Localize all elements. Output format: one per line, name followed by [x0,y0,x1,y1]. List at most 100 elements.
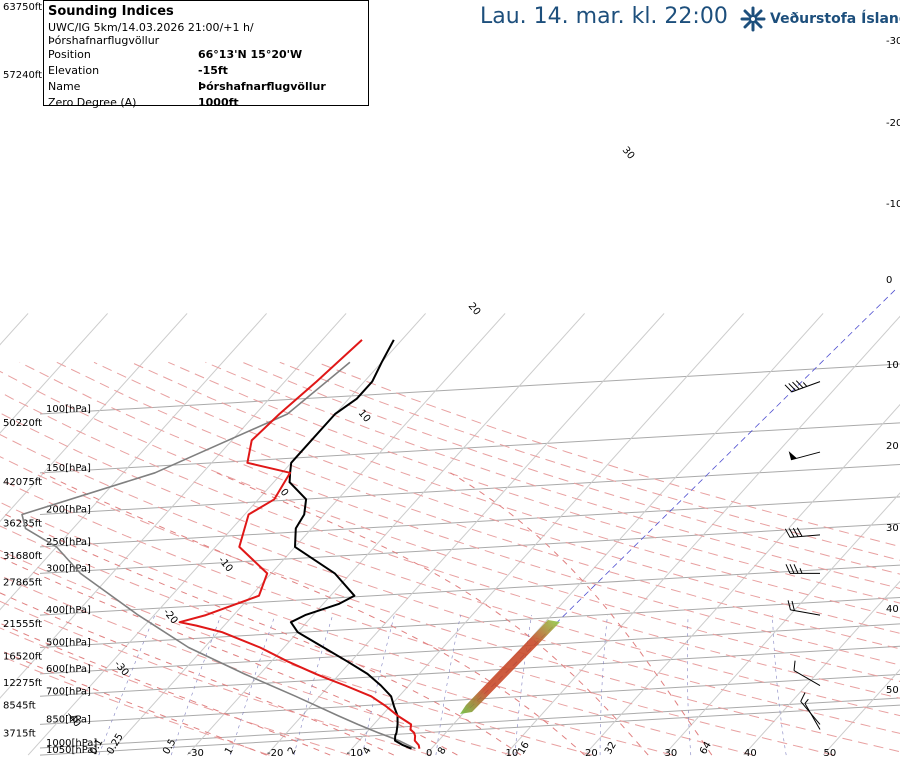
moist-adiabat-line [0,511,522,756]
mixing-ratio-line [687,615,692,756]
diagonal-temp-label: -10 [216,555,235,575]
right-temp-label: 50 [886,685,899,696]
dry-adiabat-line [0,391,900,699]
isobar-label: 850[hPa] [46,714,91,725]
axis-labels: 100[hPa] 50220ft 150[hPa] 42075ft 200[hPa] 36… [3,2,900,759]
dry-adiabat-line [316,361,900,548]
sounding-indices-panel: Sounding Indices UWC/IG 5km/14.03.2026 2… [43,0,369,109]
isobar-label: 1000[hPa] [46,738,97,749]
isotherm-label: 20 [585,748,598,759]
info-label: Elevation [48,64,100,77]
dry-adiabat-line [19,361,900,666]
right-temp-label: -10 [886,199,900,210]
dry-adiabat-line [0,627,351,756]
parcel-curve [21,361,416,750]
diagonal-temp-label: 0 [278,487,291,499]
wind-barb [804,698,821,730]
snowflake-logo-icon [740,6,766,32]
isotherm-label: -10 [347,748,363,759]
moist-adiabat-line [0,649,267,756]
mixing-ratio-line [98,614,156,756]
mixing-ratio-label: 0.25 [105,732,126,757]
isobar-line [39,704,900,756]
moist-adiabat-line [0,556,458,756]
info-value: 1000ft [198,96,239,109]
isotherm-label: -30 [188,748,204,759]
info-row-zero-degree: Zero Degree (A) 1000ft [48,95,364,111]
right-temp-label: 40 [886,604,899,615]
series [21,289,896,750]
isobar-line [39,564,900,616]
info-label: Name [48,80,81,93]
mixing-ratio-grid [98,614,787,756]
isobar-grid [39,363,900,756]
dry-adiabat-line [0,600,431,756]
wind-barbs [784,380,821,730]
dry-adiabat-line [130,361,900,619]
dry-adiabat-line [168,361,900,604]
dry-adiabat-line [279,361,900,561]
mixing-ratio-line [435,615,461,756]
right-temp-label: -20 [886,118,900,129]
height-label: 12275ft [3,678,42,689]
isobar-line [39,697,900,749]
mixing-ratio-label: 4 [361,745,374,756]
isotherm-line [0,313,108,434]
mixing-ratio-line [599,615,608,756]
isobar-label: 300[hPa] [46,563,91,574]
moist-adiabat-line [450,472,713,756]
diagonal-temp-label: 10 [356,408,373,425]
dewpoint-curve [288,339,412,750]
right-temp-label: 30 [886,523,899,534]
height-label: 36235ft [3,519,42,530]
dry-adiabat-line [56,361,900,650]
diagonal-temp-label: 30 [620,145,637,162]
isobar-line [39,464,900,516]
brand-name: Veðurstofa Íslands [770,11,900,27]
mixing-ratio-line [170,614,222,756]
height-label: 50220ft [3,418,42,429]
info-row-position: Position 66°13'N 15°20'W [48,47,364,63]
mixing-ratio-line [293,615,333,756]
wind-barb [787,600,821,616]
dry-adiabat-line [0,370,900,682]
moist-adiabat-grid [0,472,713,756]
isobar-label: 400[hPa] [46,605,91,616]
panel-title: Sounding Indices [48,4,174,19]
isobar-line [39,623,900,675]
right-temp-label: 20 [886,441,899,452]
mixing-ratio-line [772,615,787,756]
dry-adiabat-line [0,501,754,756]
dry-adiabat-line [0,412,900,717]
info-label: Zero Degree (A) [48,96,137,109]
isotherm-line [822,668,900,756]
isotherm-label: -20 [267,748,283,759]
isobar-label: 700[hPa] [46,686,91,697]
isotherm-label: 50 [824,748,837,759]
isotherm-grid [0,313,900,756]
isotherm-line [266,313,665,756]
diagonal-temp-label: 20 [466,301,483,318]
height-label: 57240ft [3,70,42,81]
dry-adiabat-line [0,525,673,756]
isotherm-line [504,315,900,756]
isobar-line [39,496,900,548]
dry-adiabat-grid [0,361,900,756]
isotherm-line [0,313,347,699]
info-row-elevation: Elevation -15ft [48,63,364,79]
right-temp-label: -30 [886,36,900,47]
isotherm-line [345,313,744,756]
isobar-line [39,422,900,474]
right-temp-label: 0 [886,275,892,286]
isotherm-label: 10 [506,748,519,759]
isobar-label: 200[hPa] [46,505,91,516]
isobar-line [39,645,900,697]
wind-barb [793,660,821,686]
isotherm-line [584,403,900,756]
isotherm-line [186,313,585,756]
isotherm-label: 40 [744,748,757,759]
isobar-line [39,596,900,648]
height-label: 21555ft [3,619,42,630]
isobar-label: 1050[hPa] [46,745,97,756]
